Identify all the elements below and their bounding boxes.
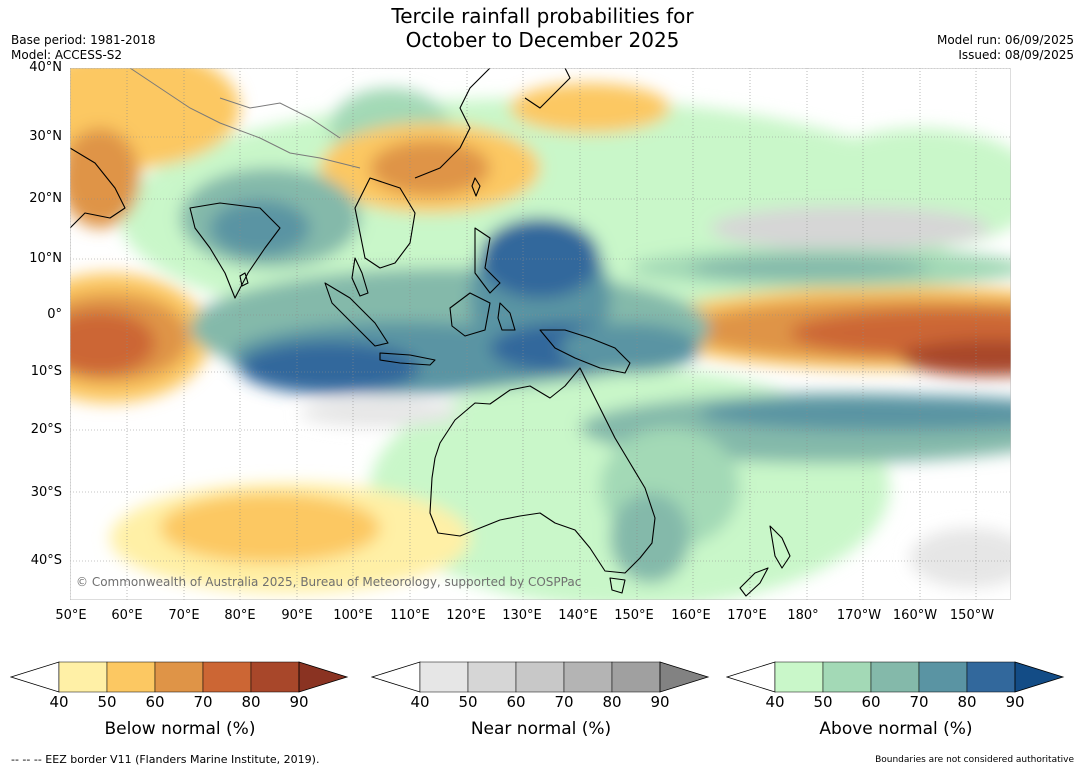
colorbar-swatch bbox=[106, 661, 156, 693]
colorbar-tick: 80 bbox=[602, 693, 622, 711]
colorbar-swatch bbox=[202, 661, 252, 693]
below-normal-colorbar bbox=[10, 661, 349, 693]
rainfall-probability-map[interactable]: © Commonwealth of Australia 2025, Bureau… bbox=[70, 68, 1011, 600]
colorbar-tick: 90 bbox=[650, 693, 670, 711]
model-run: Model run: 06/09/2025 bbox=[936, 33, 1074, 47]
near-normal-swatches bbox=[371, 661, 710, 693]
lat-label-40s: 40°S bbox=[30, 553, 62, 568]
colorbar-swatch bbox=[918, 661, 968, 693]
below-normal-swatches bbox=[10, 661, 349, 693]
boundaries-disclaimer: Boundaries are not considered authoritat… bbox=[875, 755, 1074, 765]
above-normal-ticks: 40 50 60 70 80 90 bbox=[726, 693, 1066, 713]
above-normal-title: Above normal (%) bbox=[819, 719, 973, 739]
colorbar-tick: 90 bbox=[1005, 693, 1025, 711]
probability-shading bbox=[70, 68, 1011, 600]
colorbar-swatch bbox=[774, 661, 824, 693]
colorbar-under-triangle bbox=[371, 661, 421, 693]
lon-label-150w: 150°W bbox=[949, 608, 995, 623]
colorbar-tick: 50 bbox=[97, 693, 117, 711]
lat-label-30s: 30°S bbox=[30, 485, 62, 500]
lat-label-20s: 20°S bbox=[30, 422, 62, 437]
map-frame bbox=[70, 68, 1011, 600]
colorbar-swatch bbox=[467, 661, 517, 693]
colorbar-swatch bbox=[563, 661, 613, 693]
colorbar-swatch bbox=[419, 661, 469, 693]
below-normal-title: Below normal (%) bbox=[104, 719, 256, 739]
colorbar-over-triangle bbox=[659, 661, 710, 693]
lon-label-150e: 150°E bbox=[614, 608, 654, 623]
colorbar-swatch bbox=[250, 661, 300, 693]
coastlines bbox=[70, 68, 791, 597]
lon-label-90e: 90°E bbox=[281, 608, 313, 623]
lat-label-10n: 10°N bbox=[29, 251, 62, 266]
lat-label-20n: 20°N bbox=[29, 191, 62, 206]
colorbar-under-triangle bbox=[10, 661, 60, 693]
lon-label-100e: 100°E bbox=[333, 608, 373, 623]
lat-label-10s: 10°S bbox=[30, 364, 62, 379]
colorbar-tick: 50 bbox=[813, 693, 833, 711]
model-name: Model: ACCESS-S2 bbox=[11, 48, 123, 62]
colorbar-tick: 60 bbox=[861, 693, 881, 711]
lon-label-170e: 170°E bbox=[727, 608, 767, 623]
above-normal-colorbar bbox=[726, 661, 1065, 693]
colorbar-tick: 60 bbox=[145, 693, 165, 711]
colorbar-under-triangle bbox=[726, 661, 776, 693]
eez-border-note: -- -- -- EEZ border V11 (Flanders Marine… bbox=[11, 753, 320, 766]
lon-label-160w: 160°W bbox=[892, 608, 938, 623]
lon-label-130e: 130°E bbox=[502, 608, 542, 623]
colorbar-swatch bbox=[966, 661, 1016, 693]
lon-label-180: 180° bbox=[787, 608, 819, 623]
lon-label-80e: 80°E bbox=[224, 608, 256, 623]
colorbar-swatch bbox=[870, 661, 920, 693]
colorbar-swatch bbox=[154, 661, 204, 693]
above-normal-swatches bbox=[726, 661, 1065, 693]
colorbar-tick: 80 bbox=[957, 693, 977, 711]
colorbar-tick: 40 bbox=[765, 693, 785, 711]
near-normal-ticks: 40 50 60 70 80 90 bbox=[371, 693, 711, 713]
colorbar-over-triangle bbox=[1014, 661, 1065, 693]
colorbar-swatch bbox=[58, 661, 108, 693]
lon-label-110e: 110°E bbox=[390, 608, 430, 623]
colorbar-tick: 60 bbox=[506, 693, 526, 711]
metadata-left: Base period: 1981-2018 Model: ACCESS-S2 bbox=[11, 33, 156, 63]
lon-label-170w: 170°W bbox=[836, 608, 882, 623]
near-normal-title: Near normal (%) bbox=[470, 719, 612, 739]
graticule bbox=[70, 68, 1011, 600]
lon-label-70e: 70°E bbox=[168, 608, 200, 623]
lon-label-60e: 60°E bbox=[111, 608, 143, 623]
lon-label-120e: 120°E bbox=[446, 608, 486, 623]
lon-label-140e: 140°E bbox=[558, 608, 598, 623]
title-line-2: October to December 2025 bbox=[405, 28, 680, 52]
colorbar-tick: 40 bbox=[410, 693, 430, 711]
colorbar-swatch bbox=[611, 661, 661, 693]
base-period: Base period: 1981-2018 bbox=[11, 33, 156, 47]
lat-label-30n: 30°N bbox=[29, 129, 62, 144]
lon-label-160e: 160°E bbox=[671, 608, 711, 623]
colorbar-tick: 70 bbox=[554, 693, 574, 711]
title-line-1: Tercile rainfall probabilities for bbox=[391, 4, 694, 28]
copyright-notice: © Commonwealth of Australia 2025, Bureau… bbox=[76, 575, 581, 589]
metadata-right: Model run: 06/09/2025 Issued: 08/09/2025 bbox=[937, 33, 1074, 63]
colorbar-tick: 40 bbox=[49, 693, 69, 711]
lat-label-40n: 40°N bbox=[29, 60, 62, 75]
colorbar-tick: 70 bbox=[909, 693, 929, 711]
colorbar-over-triangle bbox=[298, 661, 349, 693]
lon-label-50e: 50°E bbox=[55, 608, 87, 623]
colorbar-tick: 50 bbox=[458, 693, 478, 711]
issued-date: Issued: 08/09/2025 bbox=[958, 48, 1074, 62]
colorbar-tick: 80 bbox=[241, 693, 261, 711]
below-normal-ticks: 40 50 60 70 80 90 bbox=[10, 693, 350, 713]
lat-label-equator: 0° bbox=[47, 307, 62, 322]
colorbar-swatch bbox=[822, 661, 872, 693]
country-borders bbox=[129, 68, 361, 169]
near-normal-colorbar bbox=[371, 661, 710, 693]
colorbar-tick: 90 bbox=[289, 693, 309, 711]
colorbar-tick: 70 bbox=[193, 693, 213, 711]
map-title: Tercile rainfall probabilities for Octob… bbox=[0, 4, 1085, 52]
colorbar-swatch bbox=[515, 661, 565, 693]
